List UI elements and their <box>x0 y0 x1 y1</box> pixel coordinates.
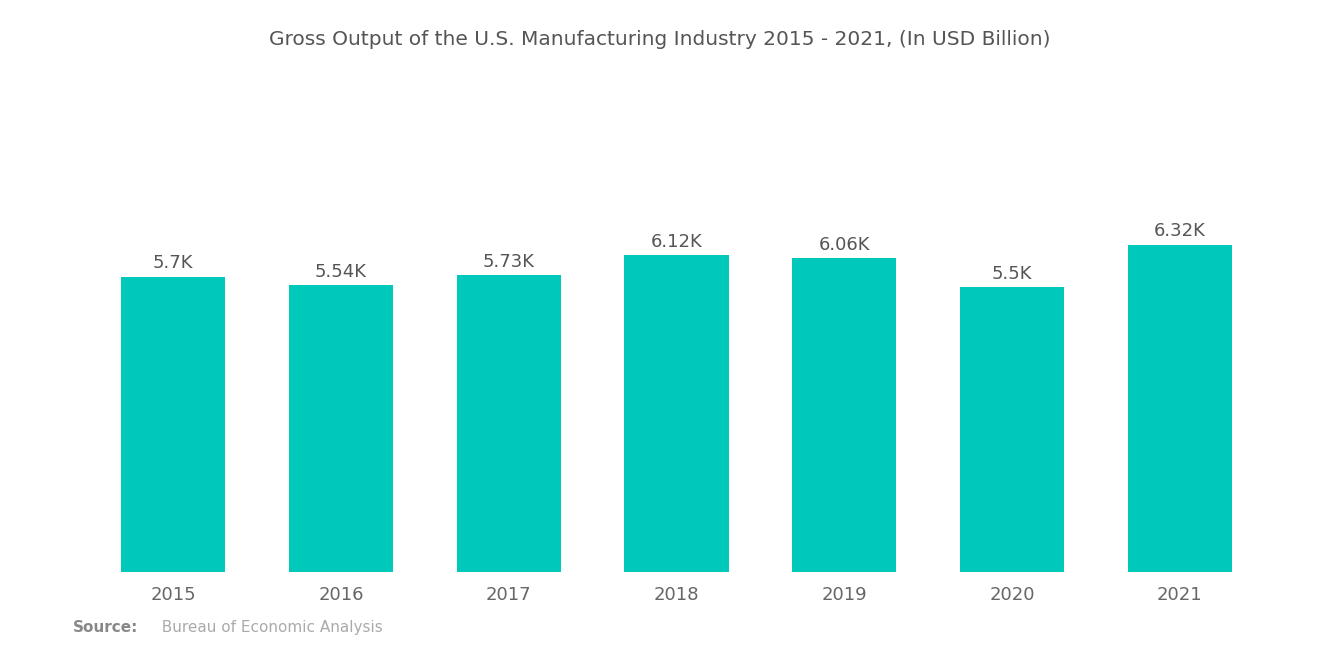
Text: Source:: Source: <box>73 620 139 635</box>
Bar <box>289 285 393 572</box>
Text: 6.12K: 6.12K <box>651 233 702 251</box>
Bar <box>1127 245 1232 572</box>
Bar <box>121 277 226 572</box>
Text: 5.73K: 5.73K <box>483 253 535 271</box>
Text: 5.54K: 5.54K <box>315 263 367 281</box>
Text: 6.32K: 6.32K <box>1154 222 1205 240</box>
Text: 6.06K: 6.06K <box>818 236 870 254</box>
Bar <box>960 287 1064 572</box>
Text: Gross Output of the U.S. Manufacturing Industry 2015 - 2021, (In USD Billion): Gross Output of the U.S. Manufacturing I… <box>269 30 1051 49</box>
Text: 5.5K: 5.5K <box>991 265 1032 283</box>
Text: 5.7K: 5.7K <box>153 255 194 273</box>
Bar <box>457 275 561 572</box>
Bar <box>792 258 896 572</box>
Bar <box>624 255 729 572</box>
Text: Bureau of Economic Analysis: Bureau of Economic Analysis <box>152 620 383 635</box>
